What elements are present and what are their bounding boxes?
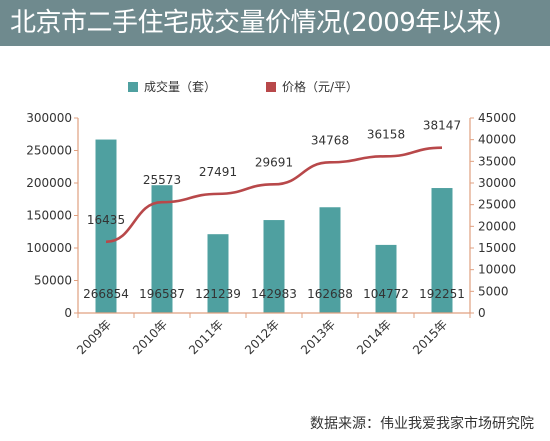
- price-data-label: 25573: [143, 173, 181, 187]
- price-data-label: 38147: [423, 119, 461, 133]
- y-right-tick-label: 0: [478, 306, 486, 320]
- price-line: [105, 146, 443, 244]
- y-left-tick-label: 50000: [34, 274, 72, 288]
- y-right-tick-label: 5000: [478, 284, 509, 298]
- price-data-label: 36158: [367, 127, 405, 141]
- price-data-label: 34768: [311, 133, 349, 147]
- x-tick-label: 2009年: [74, 317, 114, 357]
- y-left-tick-label: 150000: [26, 209, 72, 223]
- y-right-tick-label: 45000: [478, 111, 516, 125]
- bar: [151, 185, 173, 313]
- y-right-tick-label: 40000: [478, 133, 516, 147]
- y-left-tick-label: 100000: [26, 241, 72, 255]
- x-tick-label: 2011年: [186, 317, 226, 357]
- y-left-tick-label: 0: [64, 306, 72, 320]
- volume-data-label: 162688: [307, 287, 353, 301]
- volume-data-label: 192251: [419, 287, 465, 301]
- price-data-label: 16435: [87, 213, 125, 227]
- legend-line-label: 价格（元/平）: [282, 79, 358, 94]
- chart: 成交量（套） 价格（元/平）050000100000150000200000250…: [26, 79, 516, 357]
- bar: [375, 244, 397, 313]
- volume-data-label: 142983: [251, 287, 297, 301]
- y-left-tick-label: 300000: [26, 111, 72, 125]
- legend-bar-swatch: [128, 82, 138, 92]
- bar: [95, 139, 117, 313]
- y-right-tick-label: 10000: [478, 263, 516, 277]
- volume-data-label: 196587: [139, 287, 185, 301]
- y-left-tick-label: 200000: [26, 176, 72, 190]
- volume-data-label: 121239: [195, 287, 241, 301]
- x-tick-label: 2010年: [130, 317, 170, 357]
- price-data-label: 27491: [199, 165, 237, 179]
- bar: [431, 188, 453, 313]
- volume-data-label: 266854: [83, 287, 129, 301]
- y-right-tick-label: 30000: [478, 176, 516, 190]
- y-right-tick-label: 20000: [478, 219, 516, 233]
- bar: [207, 234, 229, 313]
- x-tick-label: 2012年: [242, 317, 282, 357]
- title-bar: 北京市二手住宅成交量价情况(2009年以来): [0, 0, 550, 46]
- bar: [319, 207, 341, 313]
- legend-line-swatch: [266, 82, 276, 92]
- y-right-tick-label: 25000: [478, 198, 516, 212]
- y-right-tick-label: 35000: [478, 154, 516, 168]
- chart-title: 北京市二手住宅成交量价情况(2009年以来): [10, 8, 502, 38]
- x-tick-label: 2015年: [410, 317, 450, 357]
- x-tick-label: 2014年: [354, 317, 394, 357]
- volume-data-label: 104772: [363, 287, 409, 301]
- y-left-tick-label: 250000: [26, 144, 72, 158]
- price-data-label: 29691: [255, 155, 293, 169]
- x-tick-label: 2013年: [298, 317, 338, 357]
- bar: [263, 220, 285, 313]
- y-right-tick-label: 15000: [478, 241, 516, 255]
- source-note: 数据来源：伟业我爱我家市场研究院: [310, 416, 534, 432]
- legend-bar-label: 成交量（套）: [144, 79, 216, 94]
